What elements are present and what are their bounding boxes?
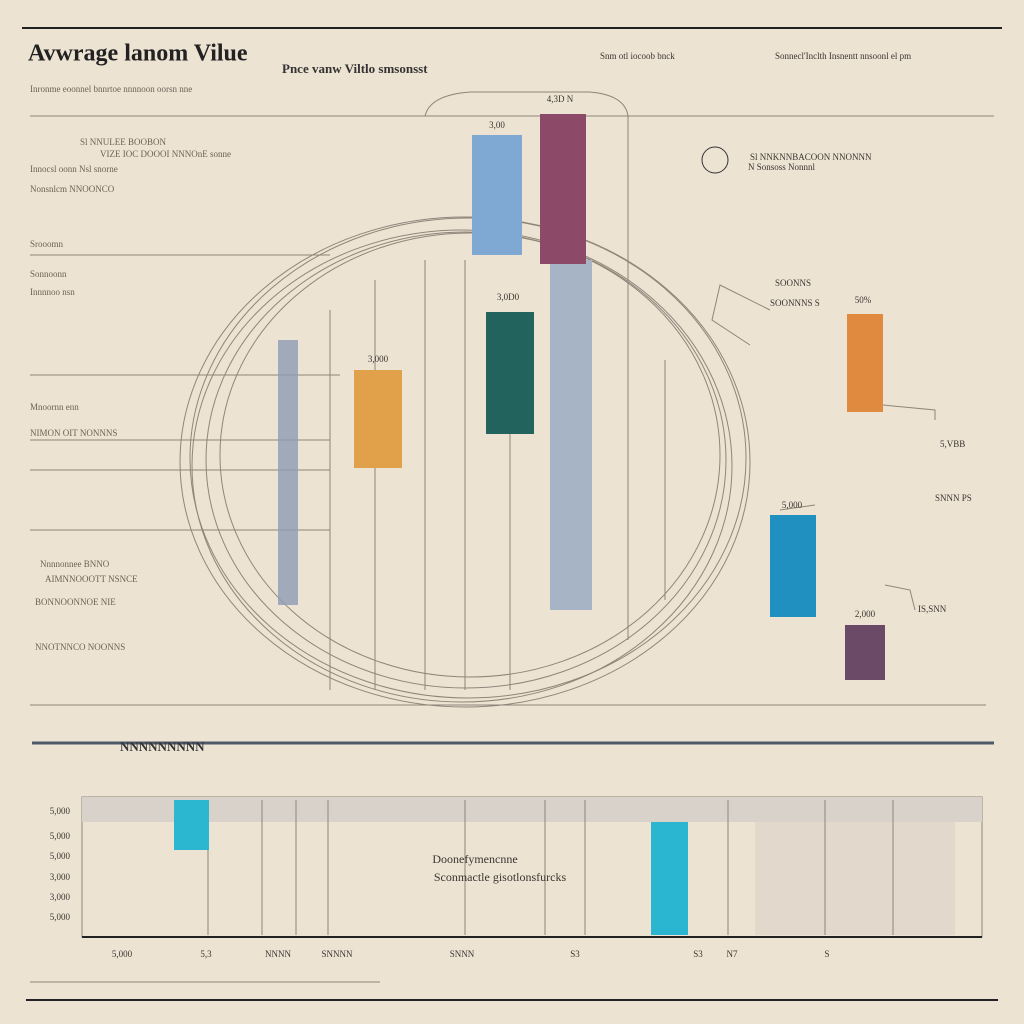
left-note: BONNOONNOE NIE	[35, 597, 116, 607]
right-label: Sl NNKNNBACOON NNONNN	[750, 152, 872, 162]
y-label: 5,000	[50, 831, 71, 841]
x-label: SNNN	[450, 949, 475, 959]
lower-heading: NNNNNNNNN	[120, 739, 205, 754]
y-label: 5,000	[50, 851, 71, 861]
labels: Inronme eoonnel bnnrtoe nnnnoon oorsn nn…	[30, 84, 972, 959]
bar-label: 5,000	[782, 500, 803, 510]
right-label: IS,SNN	[918, 604, 947, 614]
bar-label: 2,000	[855, 609, 876, 619]
bars	[174, 114, 885, 935]
left-note: Nnnnonnee BNNO	[40, 559, 110, 569]
y-label: 5,000	[50, 912, 71, 922]
x-label: SNNNN	[321, 949, 353, 959]
left-note: Innnnoo nsn	[30, 287, 75, 297]
left-note: NNOTNNCO NOONNS	[35, 642, 125, 652]
left-note: Srooomn	[30, 239, 64, 249]
bar-label: 50%	[855, 295, 872, 305]
caption: Sconmactle gisotlonsfurcks	[434, 870, 567, 884]
bar-label: 3,000	[368, 354, 389, 364]
left-note: VIZE IOC DOOOI NNNOnE sonne	[100, 149, 231, 159]
left-note: Innocsl oonn Nsl snorne	[30, 164, 118, 174]
note: Sonnecl'Inclth Insnentt nnsoonl el pm	[775, 51, 911, 61]
left-note: NIMON OIT NONNNS	[30, 428, 117, 438]
title: Avwrage lanom Vilue	[28, 41, 248, 67]
bar-label: 3,00	[489, 120, 505, 130]
note: Snm otl iocoob bnck	[600, 51, 675, 61]
x-label: S3	[693, 949, 703, 959]
left-note: Inronme eoonnel bnnrtoe nnnnoon oorsn nn…	[30, 84, 192, 94]
left-note: AIMNNOOOTT NSNCE	[45, 574, 138, 584]
caption: Doonefymencnne	[432, 852, 517, 866]
bar-label: 3,0D0	[497, 292, 520, 302]
right-label: SOONNNS S	[770, 298, 820, 308]
right-label: SNNN PS	[935, 493, 972, 503]
left-note: Sonnoonn	[30, 269, 67, 279]
x-label: N7	[727, 949, 738, 959]
left-note: Nonsnlcm NNOONCO	[30, 184, 115, 194]
right-label: 5,VBB	[940, 439, 965, 449]
x-label: S	[824, 949, 829, 959]
y-label: 3,000	[50, 892, 71, 902]
y-label: 3,000	[50, 872, 71, 882]
x-label: 5,3	[200, 949, 212, 959]
x-label: S3	[570, 949, 580, 959]
x-label: NNNN	[265, 949, 291, 959]
subtitle: Pnce vanw Viltlo smsonsst	[282, 61, 428, 76]
y-label: 5,000	[50, 806, 71, 816]
layout	[22, 27, 1002, 1001]
right-label: SOONNS	[775, 278, 811, 288]
left-note: Mnoornn enn	[30, 402, 79, 412]
left-note: Sl NNULEE BOOBON	[80, 137, 167, 147]
bar-label: 4,3D N	[547, 94, 574, 104]
x-label: 5,000	[112, 949, 133, 959]
right-label: N Sonsoss Nonnnl	[748, 162, 816, 172]
